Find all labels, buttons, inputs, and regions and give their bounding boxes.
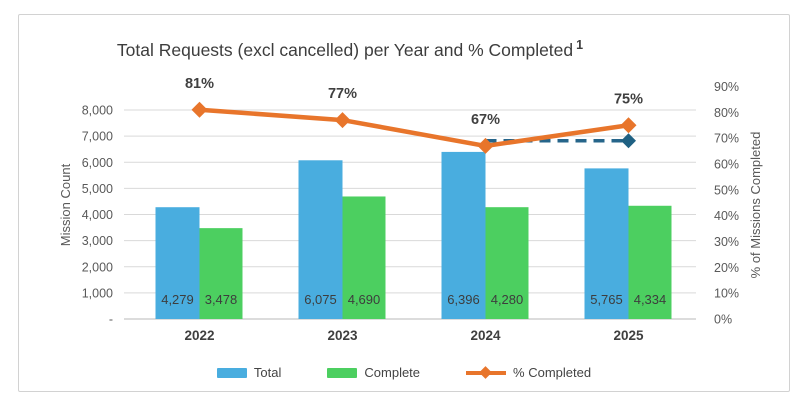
right-axis-tick-label: 40% xyxy=(714,209,739,223)
chart-title: Total Requests (excl cancelled) per Year… xyxy=(19,38,681,61)
legend-line-diamond-swatch xyxy=(466,365,507,379)
bar-value-label-total: 4,279 xyxy=(161,292,194,307)
chart-title-footnote-marker: 1 xyxy=(576,38,584,52)
diamond-icon xyxy=(479,365,492,379)
right-axis-title: % of Missions Completed xyxy=(748,132,763,279)
x-axis-label-2025: 2025 xyxy=(613,328,644,343)
left-axis-tick-label: 3,000 xyxy=(82,234,113,248)
bar-value-label-complete: 4,280 xyxy=(491,292,524,307)
chart-canvas: - 1,000 2,000 3,000 4,000 5,000 6,000 7,000 8,00… xyxy=(58,76,763,343)
pct-label-2025: 75% xyxy=(614,91,643,107)
bar-total-2023[interactable] xyxy=(298,160,343,319)
bar-value-label-total: 6,075 xyxy=(304,292,337,307)
pct-completed-marker-2023[interactable] xyxy=(334,112,351,129)
legend-item--completed[interactable]: % Completed xyxy=(466,365,591,380)
legend-swatch xyxy=(216,367,247,378)
left-axis-tick-label: 1,000 xyxy=(82,286,113,300)
pct-completed-line xyxy=(199,107,629,149)
bar-value-label-complete: 4,690 xyxy=(348,292,381,307)
pct-label-2022: 81% xyxy=(185,76,214,92)
legend-label: Total xyxy=(253,365,282,380)
chart-card: Total Requests (excl cancelled) per Year… xyxy=(18,14,790,392)
right-axis-tick-label: 70% xyxy=(714,132,739,146)
bar-value-label-total: 5,765 xyxy=(590,292,623,307)
right-axis-tick-label: 30% xyxy=(714,235,739,249)
bar-complete-2025[interactable] xyxy=(628,205,672,319)
projection-diamond-marker xyxy=(621,133,636,149)
right-axis-tick-label: 10% xyxy=(714,287,739,301)
x-axis-label-2023: 2023 xyxy=(327,328,358,343)
pct-completed-marker-2025[interactable] xyxy=(620,117,637,134)
bar-total-2022[interactable] xyxy=(155,207,200,319)
bar-value-label-complete: 4,334 xyxy=(634,292,667,307)
pct-completed-marker-2024[interactable] xyxy=(477,137,494,154)
chart-title-text: Total Requests (excl cancelled) per Year… xyxy=(116,39,574,60)
right-axis-tick-label: 80% xyxy=(714,106,739,120)
right-axis-tick-label: 0% xyxy=(714,313,732,327)
right-axis-tick-label: 50% xyxy=(714,183,739,197)
left-axis-tick-label: 5,000 xyxy=(82,182,113,196)
legend-item-total[interactable]: Total xyxy=(216,365,282,380)
left-axis-tick-label: 2,000 xyxy=(82,260,113,274)
bar-value-label-complete: 3,478 xyxy=(205,292,238,307)
left-axis-tick-label: 8,000 xyxy=(82,104,113,118)
left-axis-tick-label: 6,000 xyxy=(82,156,113,170)
pct-label-2023: 77% xyxy=(328,86,357,102)
x-axis-label-2024: 2024 xyxy=(470,328,501,343)
left-axis-title: Mission Count xyxy=(58,163,73,246)
bar-total-2024[interactable] xyxy=(441,151,486,319)
pct-label-2024: 67% xyxy=(471,112,500,128)
bar-complete-2023[interactable] xyxy=(342,196,386,319)
bar-total-2025[interactable] xyxy=(584,168,629,319)
legend-label: Complete xyxy=(364,365,421,380)
chart-legend: Total Complete % Completed xyxy=(19,365,789,380)
bar-value-label-total: 6,396 xyxy=(447,292,480,307)
left-axis-tick-label: 7,000 xyxy=(82,130,113,144)
legend-item-complete[interactable]: Complete xyxy=(327,365,420,380)
legend-swatch xyxy=(327,367,358,378)
bar-complete-2022[interactable] xyxy=(199,228,243,319)
left-axis-tick-label: 4,000 xyxy=(82,208,113,222)
pct-completed-marker-2022[interactable] xyxy=(191,101,208,118)
right-axis-tick-label: 20% xyxy=(714,261,739,275)
right-axis-tick-label: 60% xyxy=(714,158,739,172)
left-axis-tick-label: - xyxy=(109,313,113,327)
right-axis-tick-label: 90% xyxy=(714,80,739,94)
legend-label: % Completed xyxy=(513,365,592,380)
bar-complete-2024[interactable] xyxy=(485,207,529,319)
x-axis-label-2022: 2022 xyxy=(184,328,214,343)
